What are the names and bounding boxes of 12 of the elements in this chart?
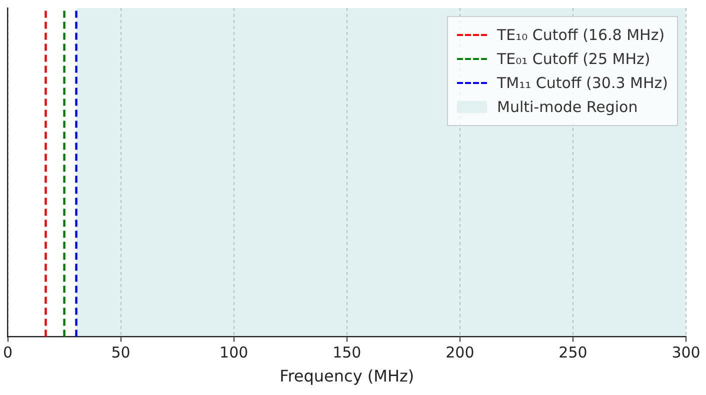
x-tick-label: 0 [3, 344, 13, 362]
legend-label: TE₀₁ Cutoff (25 MHz) [497, 50, 650, 68]
legend-label: TE₁₀ Cutoff (16.8 MHz) [497, 26, 665, 44]
x-axis-title: Frequency (MHz) [280, 366, 414, 386]
legend-label: TM₁₁ Cutoff (30.3 MHz) [497, 74, 668, 92]
x-tick-label: 100 [220, 344, 248, 362]
x-tick-label: 250 [558, 344, 588, 362]
x-tick-label: 50 [111, 344, 130, 362]
band-label: Multi-mode Region [497, 98, 638, 116]
x-tick-label: 300 [672, 344, 700, 362]
x-tick-label: 150 [332, 344, 362, 362]
x-tick-label: 200 [446, 344, 474, 362]
